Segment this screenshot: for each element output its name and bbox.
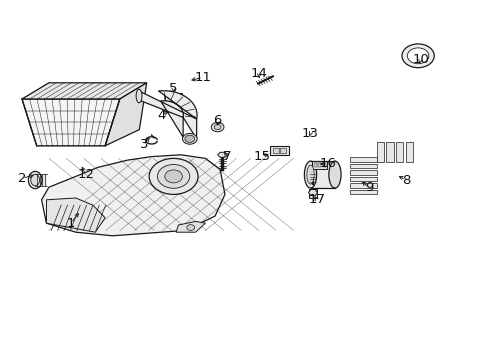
Text: 14: 14 bbox=[250, 67, 267, 80]
Bar bbox=[279, 148, 285, 153]
Bar bbox=[313, 163, 316, 167]
Circle shape bbox=[149, 158, 198, 194]
Polygon shape bbox=[105, 83, 146, 146]
Polygon shape bbox=[308, 189, 317, 196]
Bar bbox=[405, 142, 412, 162]
Bar bbox=[349, 183, 376, 188]
Circle shape bbox=[407, 48, 428, 64]
Text: 4: 4 bbox=[157, 109, 165, 122]
Ellipse shape bbox=[28, 171, 42, 189]
Bar bbox=[165, 106, 177, 111]
Bar bbox=[376, 142, 383, 162]
Ellipse shape bbox=[31, 174, 40, 186]
Bar bbox=[269, 146, 288, 155]
Text: 16: 16 bbox=[319, 157, 335, 170]
Circle shape bbox=[186, 225, 194, 230]
Ellipse shape bbox=[304, 161, 316, 188]
Bar bbox=[318, 163, 321, 167]
Text: 10: 10 bbox=[411, 53, 428, 66]
Text: 13: 13 bbox=[302, 127, 318, 140]
Polygon shape bbox=[176, 221, 205, 232]
Polygon shape bbox=[139, 91, 197, 139]
Text: 12: 12 bbox=[77, 168, 94, 181]
Circle shape bbox=[401, 44, 433, 68]
Bar bbox=[349, 157, 376, 162]
Bar bbox=[311, 161, 326, 169]
Text: 6: 6 bbox=[213, 114, 222, 127]
Bar bbox=[349, 190, 376, 194]
Text: 3: 3 bbox=[140, 138, 148, 150]
Text: 17: 17 bbox=[308, 193, 325, 206]
Bar bbox=[272, 148, 278, 153]
Circle shape bbox=[211, 122, 224, 132]
Ellipse shape bbox=[306, 165, 314, 184]
Bar bbox=[386, 142, 393, 162]
Circle shape bbox=[182, 134, 197, 144]
Circle shape bbox=[164, 170, 182, 183]
Bar bbox=[349, 170, 376, 175]
Text: 1: 1 bbox=[66, 217, 75, 230]
Ellipse shape bbox=[136, 89, 142, 103]
Bar bbox=[322, 163, 325, 167]
Circle shape bbox=[214, 125, 221, 130]
Text: 15: 15 bbox=[253, 150, 269, 163]
Bar bbox=[349, 164, 376, 168]
Text: 7: 7 bbox=[223, 150, 231, 163]
Polygon shape bbox=[217, 152, 227, 157]
Bar bbox=[349, 177, 376, 181]
Ellipse shape bbox=[328, 161, 341, 188]
Polygon shape bbox=[164, 93, 182, 102]
Bar bbox=[35, 174, 47, 186]
Text: 2: 2 bbox=[18, 172, 26, 185]
Polygon shape bbox=[46, 198, 105, 232]
Circle shape bbox=[184, 135, 194, 143]
Text: 9: 9 bbox=[364, 181, 373, 194]
Text: 11: 11 bbox=[194, 71, 211, 84]
Polygon shape bbox=[22, 83, 146, 99]
Bar bbox=[308, 189, 316, 198]
Circle shape bbox=[157, 165, 189, 188]
Bar bbox=[310, 161, 334, 188]
Polygon shape bbox=[22, 99, 120, 146]
Bar bbox=[395, 142, 403, 162]
Polygon shape bbox=[41, 155, 224, 236]
Text: 5: 5 bbox=[169, 82, 178, 95]
Text: 8: 8 bbox=[401, 174, 409, 186]
